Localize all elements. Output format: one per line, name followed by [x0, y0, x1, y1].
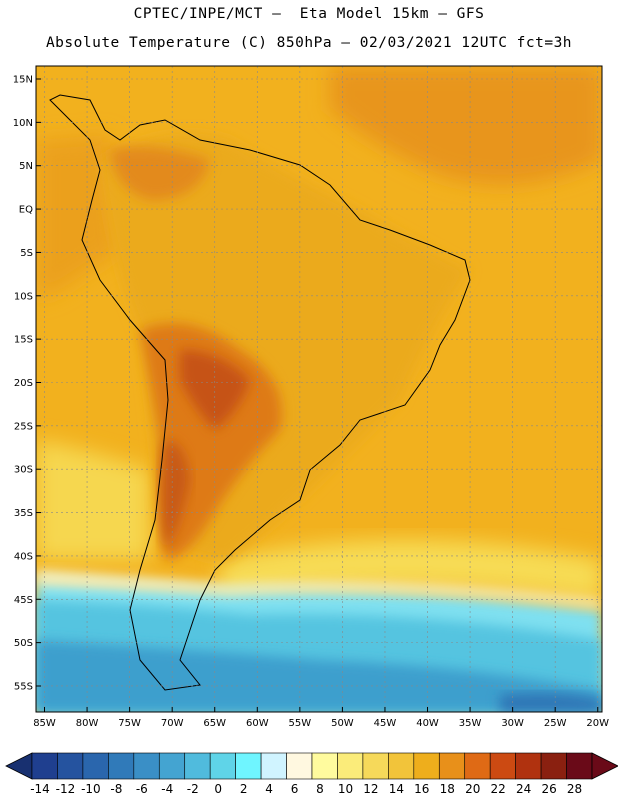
colorbar-swatch: [438, 752, 466, 780]
lon-tick-label: 55W: [289, 718, 312, 729]
colorbar-swatch: [209, 752, 236, 780]
colorbar-min-arrow: [5, 752, 33, 780]
colorbar-label: 20: [465, 782, 480, 796]
lon-tick-label: 85W: [33, 718, 56, 729]
lon-tick-label: 35W: [459, 718, 482, 729]
map-frame: [35, 65, 603, 713]
colorbar-swatch: [388, 752, 415, 780]
lat-tick-label: 5N: [19, 161, 33, 172]
colorbar-swatch: [235, 752, 262, 780]
title-line-2: Absolute Temperature (C) 850hPa – 02/03/…: [45, 35, 573, 51]
lat-tick-label: 45S: [14, 595, 33, 606]
coastline: [49, 94, 471, 691]
lon-tick-label: 60W: [246, 718, 269, 729]
colorbar-label: 8: [316, 782, 324, 796]
latitude-labels: 15N 10N 5N EQ 5S 10S 15S 20S 25S 30S 35S 40S 45S 50S 5…: [13, 75, 33, 693]
longitude-labels: 85W 80W 75W 70W 65W 60W 55W 50W 45W 40W 35W 30W 25W 2…: [33, 718, 609, 729]
colorbar-swatch: [57, 752, 84, 780]
colorbar-label: 24: [516, 782, 531, 796]
colorbar-swatch: [184, 752, 211, 780]
colorbar-label: 28: [567, 782, 582, 796]
lon-tick-label: 65W: [203, 718, 226, 729]
colorbar-label: -10: [81, 782, 101, 796]
colorbar-swatch: [337, 752, 364, 780]
colorbar-swatch: [133, 752, 160, 780]
colorbar-swatch: [362, 752, 389, 780]
colorbar-swatch: [489, 752, 516, 780]
colorbar-swatch: [540, 752, 567, 780]
lat-tick-label: 50S: [14, 638, 33, 649]
colorbar-label: 22: [491, 782, 506, 796]
colorbar-swatch: [311, 752, 338, 780]
colorbar-label: -8: [110, 782, 122, 796]
colorbar-swatch: [566, 752, 593, 780]
lon-tick-label: 40W: [416, 718, 439, 729]
lat-tick-label: EQ: [19, 205, 33, 216]
lat-tick-label: 10S: [14, 291, 33, 302]
colorbar-swatch: [515, 752, 542, 780]
colorbar-label: 4: [265, 782, 273, 796]
lon-tick-label: 45W: [374, 718, 397, 729]
lat-tick-label: 20S: [14, 378, 33, 389]
lon-tick-label: 25W: [544, 718, 567, 729]
colorbar-swatch: [108, 752, 135, 780]
lat-tick-label: 25S: [14, 421, 33, 432]
lon-tick-label: 80W: [76, 718, 99, 729]
colorbar-swatch: [82, 752, 109, 780]
lon-tick-label: 70W: [161, 718, 184, 729]
colorbar-max-arrow: [591, 752, 618, 780]
colorbar-swatch: [286, 752, 313, 780]
temperature-field: [36, 66, 602, 712]
lat-tick-label: 10N: [13, 118, 33, 129]
colorbar-label: 16: [414, 782, 429, 796]
lat-tick-label: 30S: [14, 465, 33, 476]
lat-tick-label: 35S: [14, 508, 33, 519]
lon-tick-label: 75W: [118, 718, 141, 729]
colorbar-label: 6: [291, 782, 299, 796]
colorbar-label: 14: [389, 782, 404, 796]
lat-tick-label: 15S: [14, 335, 33, 346]
colorbar-label: 0: [214, 782, 222, 796]
lat-tick-label: 5S: [20, 248, 33, 259]
colorbar-swatch: [158, 752, 186, 780]
colorbar-label: 10: [338, 782, 353, 796]
colorbar-label: -12: [56, 782, 76, 796]
colorbar-label: 18: [440, 782, 455, 796]
lon-tick-label: 20W: [586, 718, 609, 729]
colorbar-label: 26: [541, 782, 556, 796]
colorbar-label: -2: [187, 782, 199, 796]
colorbar: -14 -12 -10 -8 -6 -4 -2 0 2 4 6 8 10 12 14 16 18 20 22 24 26…: [5, 752, 618, 796]
colorbar-swatch: [260, 752, 287, 780]
lon-tick-label: 30W: [501, 718, 524, 729]
colorbar-label: 12: [363, 782, 378, 796]
colorbar-label: -6: [136, 782, 148, 796]
lat-tick-label: 40S: [14, 551, 33, 562]
colorbar-swatch: [413, 752, 440, 780]
colorbar-label: 2: [240, 782, 248, 796]
lat-tick-label: 15N: [13, 75, 33, 86]
graticule: [36, 66, 602, 712]
colorbar-label: -14: [30, 782, 50, 796]
colorbar-label: -4: [161, 782, 173, 796]
lon-tick-label: 50W: [331, 718, 354, 729]
lat-tick-label: 55S: [14, 681, 33, 692]
title-line-1: CPTEC/INPE/MCT – Eta Model 15km – GFS: [133, 6, 485, 22]
colorbar-swatch: [31, 752, 58, 780]
colorbar-swatch: [464, 752, 491, 780]
